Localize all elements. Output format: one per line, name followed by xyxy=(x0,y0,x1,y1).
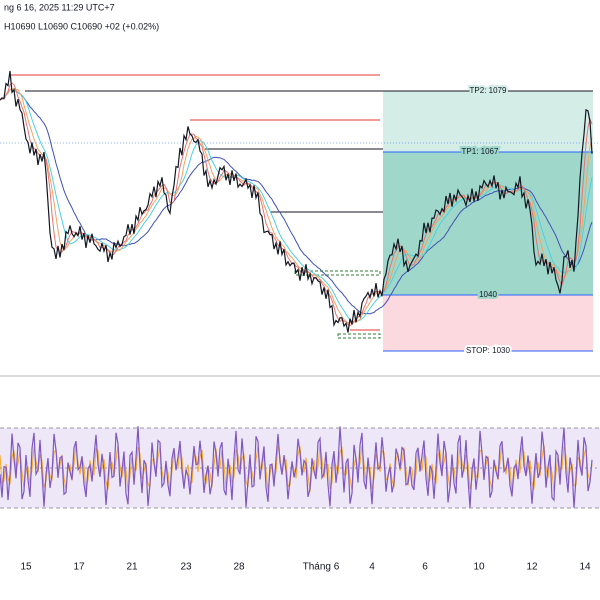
zone-box xyxy=(337,333,381,339)
x-tick-label: 12 xyxy=(526,562,538,573)
x-tick-label: 4 xyxy=(369,562,375,573)
tp1-label: TP1: 1067 xyxy=(462,147,499,156)
price-series xyxy=(0,70,593,333)
ohlc-label: H10690 L10690 C10690 +02 (+0.02%) xyxy=(4,21,159,31)
date-label: ng 6 16, 2025 11:29 UTC+7 xyxy=(4,2,115,12)
price-line xyxy=(0,70,593,333)
tp2-label: TP2: 1079 xyxy=(470,86,507,95)
x-tick-label: 15 xyxy=(20,562,32,573)
x-tick-label: 17 xyxy=(73,562,85,573)
x-tick-label: 6 xyxy=(422,562,428,573)
x-tick-label: Tháng 6 xyxy=(303,562,340,573)
x-tick-label: 28 xyxy=(233,562,245,573)
x-tick-label: 14 xyxy=(579,562,591,573)
zone-box xyxy=(294,270,381,276)
rsi-series xyxy=(0,426,593,508)
entry-label: 1040 xyxy=(479,290,497,299)
x-axis: 15 17 21 23 28 Tháng 6 4 6 10 12 14 xyxy=(20,562,591,573)
tp2-zone xyxy=(383,91,593,152)
moving-average xyxy=(0,82,593,326)
moving-average xyxy=(0,88,593,323)
rsi-line xyxy=(0,426,593,508)
stop-label: STOP: 1030 xyxy=(466,346,510,355)
x-tick-label: 23 xyxy=(180,562,192,573)
x-tick-label: 21 xyxy=(126,562,138,573)
x-tick-label: 10 xyxy=(473,562,485,573)
stop-zone xyxy=(383,295,593,351)
tp1-zone xyxy=(383,152,593,295)
